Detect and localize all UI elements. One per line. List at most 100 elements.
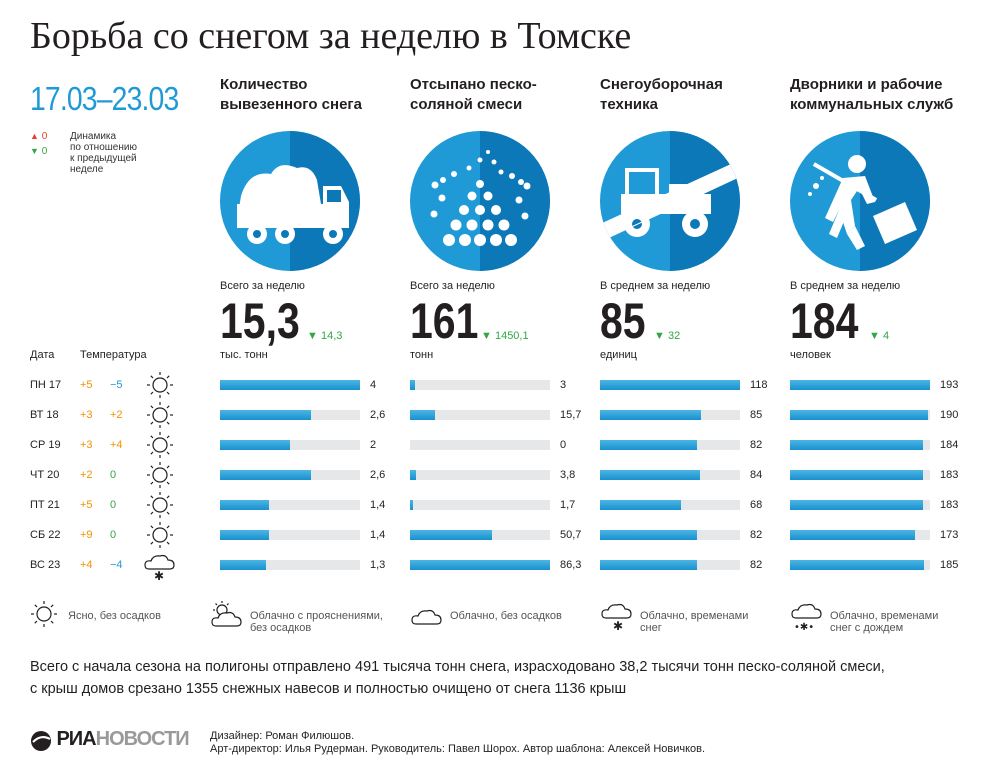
delta-value: 1450,1 bbox=[494, 330, 529, 342]
delta-value: 14,3 bbox=[320, 330, 343, 342]
down-triangle-icon: ▼ bbox=[654, 330, 665, 342]
delta-value: 4 bbox=[882, 330, 890, 342]
bar-track bbox=[220, 560, 360, 570]
bar bbox=[220, 440, 290, 450]
bar-value: 4 bbox=[370, 379, 377, 391]
bar bbox=[790, 530, 916, 540]
day-label: ВС 23 bbox=[30, 559, 61, 571]
bar bbox=[410, 500, 413, 510]
weather-legend-label: Облачно, временами снег bbox=[640, 610, 748, 634]
bar-value: 3,8 bbox=[560, 469, 576, 481]
date-range: 17.03–23.03 bbox=[30, 80, 179, 117]
weather-legend-line: снег bbox=[640, 622, 662, 634]
bar-value: 1,4 bbox=[370, 499, 386, 511]
bar-track bbox=[600, 440, 740, 450]
sun-icon bbox=[147, 522, 173, 548]
col-header-snow: Количество вывезенного снега bbox=[220, 75, 362, 115]
col-title-line: Количество bbox=[220, 76, 308, 93]
header-temp: Температура bbox=[80, 349, 147, 361]
bar-value: 173 bbox=[940, 529, 959, 541]
weather-legend-line: снег с дождем bbox=[830, 622, 904, 634]
col-title-line: Дворники и рабочие bbox=[790, 76, 943, 93]
cloud-snow-icon: ✱ bbox=[601, 603, 632, 632]
bar bbox=[790, 560, 925, 570]
day-label: ПН 17 bbox=[30, 379, 62, 391]
bar-track bbox=[600, 530, 740, 540]
up-value: 0 bbox=[41, 131, 48, 142]
bar-track bbox=[790, 530, 930, 540]
credit-line: Дизайнер: Роман Филюшов. bbox=[210, 730, 355, 742]
bar bbox=[410, 560, 550, 570]
col-title-line: коммунальных служб bbox=[790, 96, 954, 113]
temp-day: +5 bbox=[80, 499, 93, 511]
bar-value: 68 bbox=[750, 499, 763, 511]
legend-line: к предыдущей bbox=[70, 153, 137, 164]
bar-track bbox=[220, 530, 360, 540]
up-triangle-icon: ▲ bbox=[30, 131, 39, 141]
bar-value: 0 bbox=[560, 439, 567, 451]
sun-icon bbox=[147, 432, 173, 458]
stat-caption: В среднем за неделю bbox=[790, 280, 901, 292]
bar-track bbox=[220, 410, 360, 420]
stat-unit: тонн bbox=[410, 349, 434, 361]
bar-track bbox=[220, 500, 360, 510]
bar-value: 84 bbox=[750, 469, 763, 481]
bar bbox=[600, 410, 701, 420]
bar-value: 185 bbox=[940, 559, 959, 571]
legend-line: Динамика bbox=[70, 131, 117, 142]
bar bbox=[600, 530, 698, 540]
col-title-line: соляной смеси bbox=[410, 96, 523, 113]
bar-value: 184 bbox=[940, 439, 959, 451]
stat-big-sand: 161 bbox=[410, 293, 479, 349]
col-title-line: вывезенного снега bbox=[220, 96, 362, 113]
bar-value: 2 bbox=[370, 439, 377, 451]
bar-track bbox=[600, 470, 740, 480]
bar-value: 82 bbox=[750, 439, 763, 451]
weather-legend-label: Облачно, без осадков bbox=[450, 610, 562, 622]
stat-delta-snow: ▼ 14,3 bbox=[307, 330, 342, 342]
bar-value: 193 bbox=[940, 379, 959, 391]
logo-part2: НОВОСТИ bbox=[95, 728, 190, 750]
stat-big-machines: 85 bbox=[600, 293, 646, 349]
stat-unit: человек bbox=[790, 349, 831, 361]
temp-day: +3 bbox=[80, 439, 93, 451]
credit-line: Арт-директор: Илья Рудерман. Руководител… bbox=[210, 743, 706, 755]
svg-text:•✱•: •✱• bbox=[794, 622, 814, 632]
bar-track bbox=[220, 470, 360, 480]
bar-track bbox=[600, 560, 740, 570]
cloud-snow-rain-icon: •✱• bbox=[791, 603, 822, 632]
weather-icon bbox=[146, 521, 174, 554]
down-triangle-icon: ▼ bbox=[481, 330, 492, 342]
day-label: СР 19 bbox=[30, 439, 61, 451]
col-header-workers: Дворники и рабочие коммунальных служб bbox=[790, 75, 953, 115]
temp-night: +2 bbox=[110, 409, 123, 421]
bar-track bbox=[600, 500, 740, 510]
stat-unit: тыс. тонн bbox=[220, 349, 268, 361]
weather-icon bbox=[146, 491, 174, 524]
weather-legend-line: Облачно, временами bbox=[640, 610, 749, 622]
stat-unit: единиц bbox=[600, 349, 637, 361]
stat-caption: Всего за неделю bbox=[410, 280, 495, 292]
col-header-sand: Отсыпано песко- соляной смеси bbox=[410, 75, 537, 115]
bar bbox=[600, 560, 698, 570]
sun-icon bbox=[147, 462, 173, 488]
weather-icon bbox=[146, 401, 174, 434]
cloud-icon bbox=[411, 609, 442, 625]
bar bbox=[220, 470, 311, 480]
bar-track bbox=[410, 560, 550, 570]
temp-night: 0 bbox=[110, 499, 117, 511]
bar bbox=[600, 500, 681, 510]
bar bbox=[410, 380, 415, 390]
ria-novosti-logo: РИАНОВОСТИ bbox=[30, 728, 190, 752]
temp-night: 0 bbox=[110, 529, 117, 541]
bar-value: 85 bbox=[750, 409, 763, 421]
stat-big-snow: 15,3 bbox=[220, 293, 300, 349]
bar bbox=[220, 530, 269, 540]
down-triangle-icon: ▼ bbox=[30, 146, 39, 156]
weather-legend-line: Облачно, временами bbox=[830, 610, 939, 622]
bar-value: 190 bbox=[940, 409, 959, 421]
temp-night: −4 bbox=[110, 559, 123, 571]
bar bbox=[600, 440, 698, 450]
weather-icon bbox=[146, 461, 174, 494]
summary-line: Всего с начала сезона на полигоны отправ… bbox=[30, 659, 885, 675]
